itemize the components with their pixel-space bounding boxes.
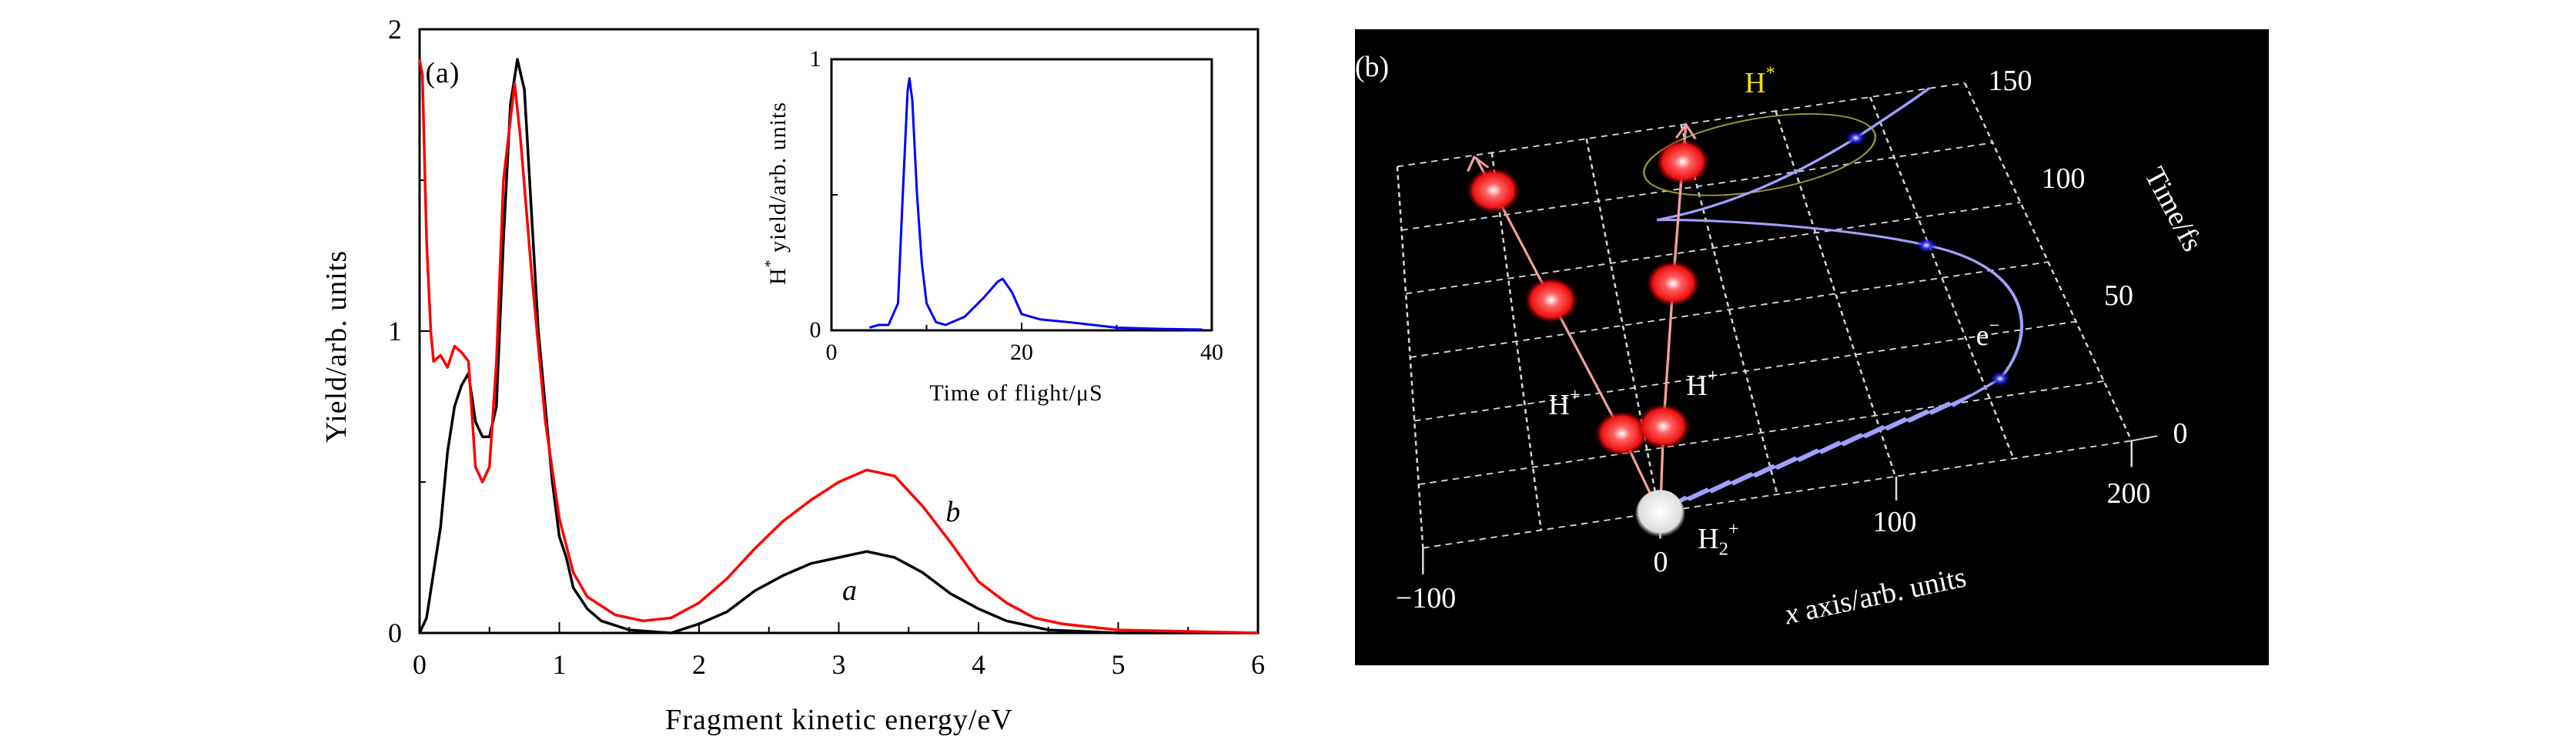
grid-time-line <box>1423 440 2132 549</box>
inset-x-tick-label: 40 <box>1200 340 1223 365</box>
proton-sphere <box>1646 260 1701 306</box>
y-axis-label: Yield/arb. units <box>320 249 353 444</box>
x-tick-0: 0 <box>1653 546 1668 578</box>
x-tick-200: 200 <box>2106 477 2151 510</box>
y-tick-label: 1 <box>388 316 402 347</box>
series-b-line <box>418 59 1259 634</box>
axis-tick <box>2131 435 2158 442</box>
y-tick-label: 0 <box>388 618 402 648</box>
series-a-line <box>418 58 1258 634</box>
time-tick-0: 0 <box>2173 417 2188 450</box>
trajectory-scene <box>1396 82 2158 574</box>
x-tick-label: 1 <box>552 649 567 680</box>
x-axis-label: Fragment kinetic energy/eV <box>665 704 1013 736</box>
inset-y-tick-label: 1 <box>809 46 821 72</box>
x-tick-label: 5 <box>1111 649 1126 680</box>
proton-sphere <box>1524 276 1578 323</box>
x-tick-100: 100 <box>1872 506 1917 538</box>
proton-sphere <box>1655 139 1710 185</box>
h2-plus-label: H2+ <box>1698 518 1739 560</box>
inset-x-axis-label: Time of flight/μS <box>929 380 1103 406</box>
grid-x-line <box>1869 96 2015 459</box>
inset-y-axis-label: H* yield/arb. units <box>762 102 791 285</box>
inset-series-line <box>868 77 1203 331</box>
grid-x-line <box>1680 124 1778 495</box>
inset-y-tick-label: 0 <box>809 317 821 343</box>
proton-label-right: H+ <box>1686 365 1718 402</box>
x-tick-label: 4 <box>972 649 985 680</box>
electron-dot <box>1989 370 2011 387</box>
grid-x-line <box>1396 166 1424 548</box>
time-tick-50: 50 <box>2104 280 2133 312</box>
time-tick-150: 150 <box>1988 65 2032 97</box>
inset-x-tick-label: 20 <box>1010 340 1033 365</box>
arrowhead-icon <box>1467 155 1490 172</box>
x-tick-label: 3 <box>831 649 846 680</box>
time-tick-100: 100 <box>2041 162 2086 195</box>
trajectory-diagram-panel <box>1355 29 2269 665</box>
electron-label: e− <box>1975 315 2000 352</box>
y-tick-label: 2 <box>388 14 402 45</box>
panel-b-label: (b) <box>1354 51 1390 83</box>
x-tick-label: 0 <box>413 649 427 680</box>
h-star-ellipse <box>1643 113 1877 196</box>
x-tick-minus100: −100 <box>1395 582 1457 614</box>
grid-x-line <box>1490 152 1542 531</box>
electron-trajectory <box>1656 87 2023 516</box>
x-tick-label: 2 <box>692 649 706 680</box>
electron-dot <box>1915 237 1937 253</box>
grid <box>1396 82 2133 549</box>
series-b-label: b <box>945 496 962 529</box>
grid-x-line <box>1963 82 2133 441</box>
grid-time-line <box>1405 201 2021 295</box>
inset-x-tick-label: 0 <box>825 340 838 365</box>
h2-ion-sphere <box>1635 490 1685 538</box>
x-tick-label: 6 <box>1251 649 1265 680</box>
series-a-label: a <box>842 574 858 608</box>
proton-sphere <box>1466 167 1521 214</box>
proton-sphere <box>1594 410 1649 457</box>
h-star-label: H* <box>1745 62 1775 99</box>
grid-time-line <box>1410 261 2049 358</box>
panel-a-label: (a) <box>425 57 460 89</box>
grid-x-line <box>1585 139 1661 513</box>
proton-label-left: H+ <box>1548 384 1581 421</box>
proton-sphere <box>1636 403 1691 450</box>
electron-dot <box>1845 130 1866 146</box>
arrowhead-icon <box>1674 122 1697 139</box>
inset-frame <box>830 58 1213 332</box>
